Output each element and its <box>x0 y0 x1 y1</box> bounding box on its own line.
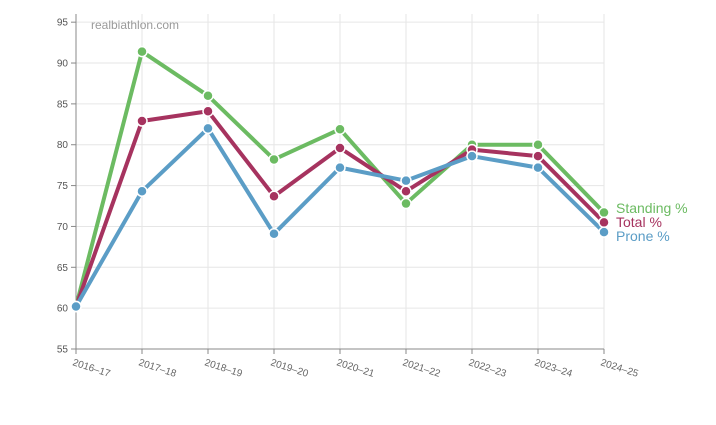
data-point-total <box>202 105 214 117</box>
y-tick-label: 75 <box>57 181 69 192</box>
data-point-standing <box>598 206 610 219</box>
chart-axes <box>71 14 605 354</box>
y-tick-label: 70 <box>57 222 69 233</box>
x-tick-label: 2022–23 <box>467 357 508 380</box>
data-point-prone <box>202 122 214 135</box>
x-tick-label: 2023–24 <box>533 357 574 380</box>
data-point-prone <box>334 161 346 174</box>
y-tick-label: 95 <box>57 18 69 29</box>
x-tick-label: 2024–25 <box>599 357 640 380</box>
legend: Standing %Total %Prone % <box>616 200 688 244</box>
data-point-standing <box>136 45 148 58</box>
y-tick-label: 55 <box>57 345 69 356</box>
y-axis-tick-labels: 55 60 65 70 75 80 85 90 95 <box>57 18 69 356</box>
data-point-total <box>400 185 412 198</box>
watermark: realbiathlon.com <box>91 18 179 32</box>
x-tick-label: 2019–20 <box>269 357 310 380</box>
data-point-prone <box>70 300 82 313</box>
x-tick-label: 2017–18 <box>137 357 178 380</box>
y-tick-label: 65 <box>57 263 69 274</box>
data-point-prone <box>598 226 610 238</box>
y-tick-label: 90 <box>57 59 69 70</box>
data-point-standing <box>268 153 280 166</box>
data-point-standing <box>400 197 412 210</box>
x-axis-tick-labels: 2016–17 2017–18 2018–19 2019–20 2020–21 2021–… <box>71 357 640 380</box>
data-point-total <box>268 190 280 202</box>
data-point-prone <box>466 150 478 162</box>
data-point-total <box>136 115 148 127</box>
data-point-standing <box>202 89 214 102</box>
data-point-total <box>532 150 544 162</box>
data-point-total <box>334 142 346 154</box>
legend-label-standing: Standing % <box>616 200 688 216</box>
data-point-prone <box>400 174 412 187</box>
data-point-total <box>598 216 610 229</box>
chart-grid <box>75 14 605 350</box>
data-point-prone <box>268 228 280 240</box>
x-tick-label: 2021–22 <box>401 357 442 380</box>
y-tick-label: 85 <box>57 99 69 110</box>
legend-label-total: Total % <box>616 214 662 230</box>
x-tick-label: 2016–17 <box>71 357 112 380</box>
data-point-prone <box>136 185 148 198</box>
x-tick-label: 2020–21 <box>335 357 376 380</box>
legend-label-prone: Prone % <box>616 228 670 244</box>
data-point-prone <box>532 161 544 174</box>
data-point-standing <box>334 123 346 135</box>
data-point-standing <box>532 138 544 151</box>
y-tick-label: 60 <box>57 304 69 315</box>
x-tick-label: 2018–19 <box>203 357 244 380</box>
y-tick-label: 80 <box>57 140 69 151</box>
series-points <box>70 45 610 313</box>
